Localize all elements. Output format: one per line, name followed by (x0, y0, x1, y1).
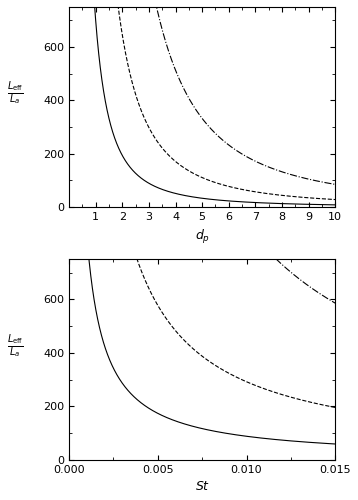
X-axis label: $d_p$: $d_p$ (195, 228, 210, 246)
Y-axis label: $\frac{L_{\mathrm{eff}}}{L_a}$: $\frac{L_{\mathrm{eff}}}{L_a}$ (7, 80, 24, 107)
Y-axis label: $\frac{L_{\mathrm{eff}}}{L_a}$: $\frac{L_{\mathrm{eff}}}{L_a}$ (7, 332, 24, 359)
X-axis label: $St$: $St$ (194, 480, 210, 493)
